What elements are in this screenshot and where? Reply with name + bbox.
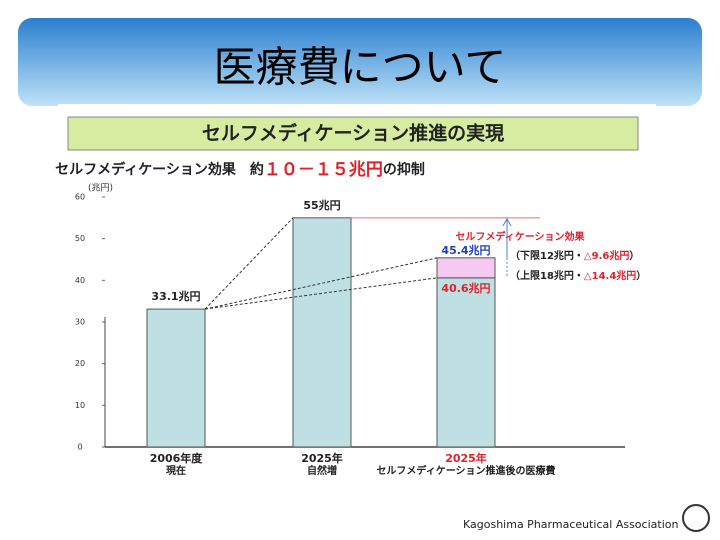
subtitle: セルフメディケーション効果 約１０－１５兆円の抑制	[55, 160, 425, 180]
value-label: 40.6兆円	[441, 281, 490, 295]
footer: Kagoshima Pharmaceutical Association	[463, 518, 678, 531]
subtitle-part: １０－１５兆円	[264, 160, 383, 180]
effect-note-part: △14.4兆円	[584, 269, 636, 282]
y-tick-label: 0	[77, 443, 82, 452]
upper-label: 45.4兆円	[441, 243, 490, 257]
header-band	[18, 18, 702, 106]
effect-note: （下限12兆円・△9.6兆円）	[510, 249, 639, 262]
bar	[292, 217, 352, 448]
effect-note-part: （上限18兆円・	[510, 269, 584, 282]
y-unit: (兆円)	[88, 183, 113, 194]
x-tick-label: 2025年	[301, 451, 343, 465]
guide-line	[204, 257, 438, 310]
banner: セルフメディケーション推進の実現	[202, 122, 504, 145]
bar	[146, 308, 206, 448]
subtitle-part: の抑制	[383, 161, 425, 178]
y-tick-label: 40	[75, 276, 85, 285]
bar	[436, 277, 496, 448]
arrow-head	[502, 217, 512, 227]
x-tick-label: 自然増	[307, 464, 337, 477]
effect-note-part: ）	[629, 249, 639, 262]
banner-box	[67, 116, 639, 151]
y-tick-label: 20	[75, 359, 85, 368]
guide-line	[204, 217, 294, 310]
effect-note-part: △9.6兆円	[584, 249, 629, 262]
guide-line	[204, 277, 438, 310]
subtitle-part: セルフメディケーション効果 約	[55, 161, 264, 178]
x-tick-label: 2006年度	[150, 451, 204, 465]
x-tick-label: セルフメディケーション推進後の医療費	[376, 464, 555, 477]
effect-title: セルフメディケーション効果	[455, 230, 585, 243]
y-tick-label: 10	[75, 401, 85, 410]
y-tick-label: 30	[75, 318, 85, 327]
y-tick-label: 60	[75, 193, 85, 202]
y-tick-label: 50	[75, 234, 85, 243]
logo	[682, 504, 710, 532]
x-tick-label: 現在	[166, 464, 186, 477]
slide-title: 医療費について	[214, 43, 507, 92]
x-tick-label: 2025年	[445, 451, 487, 465]
effect-note-part: ）	[636, 269, 646, 282]
value-label: 33.1兆円	[151, 289, 200, 303]
value-label: 55兆円	[303, 198, 340, 212]
effect-note: （上限18兆円・△14.4兆円）	[510, 269, 646, 282]
effect-note-part: （下限12兆円・	[510, 249, 584, 262]
effect-range	[436, 257, 496, 279]
